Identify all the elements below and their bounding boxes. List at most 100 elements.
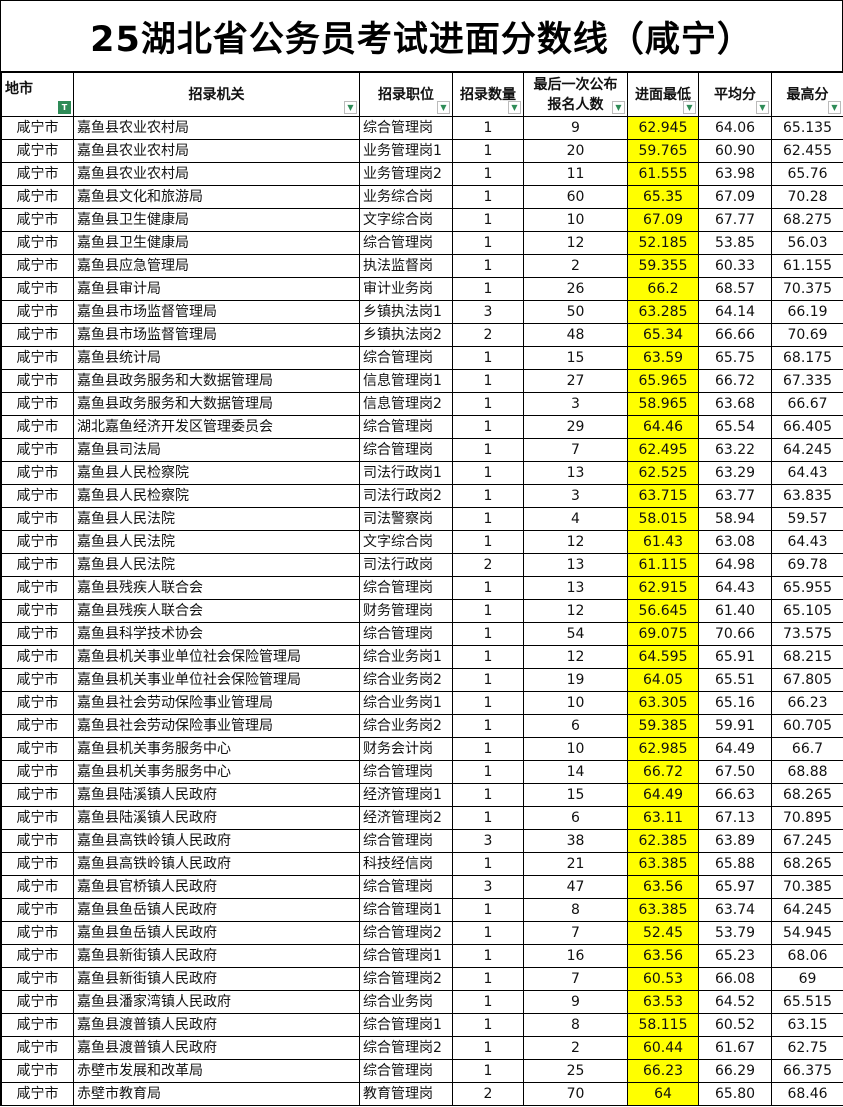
cell-city[interactable]: 咸宁市 [1, 553, 74, 577]
cell-quota[interactable]: 1 [452, 599, 524, 623]
cell-avg-score[interactable]: 60.33 [698, 254, 772, 278]
cell-max-score[interactable]: 66.23 [771, 691, 843, 715]
cell-applicants[interactable]: 15 [523, 783, 628, 807]
cell-agency[interactable]: 嘉鱼县人民检察院 [73, 461, 360, 485]
cell-agency[interactable]: 赤壁市教育局 [73, 1082, 360, 1106]
cell-city[interactable]: 咸宁市 [1, 806, 74, 830]
cell-agency[interactable]: 嘉鱼县高铁岭镇人民政府 [73, 829, 360, 853]
cell-quota[interactable]: 1 [452, 277, 524, 301]
cell-city[interactable]: 咸宁市 [1, 599, 74, 623]
cell-min-score[interactable]: 52.185 [627, 231, 699, 255]
cell-city[interactable]: 咸宁市 [1, 944, 74, 968]
cell-quota[interactable]: 1 [452, 852, 524, 876]
cell-city[interactable]: 咸宁市 [1, 714, 74, 738]
cell-max-score[interactable]: 66.67 [771, 392, 843, 416]
cell-position[interactable]: 综合业务岗1 [359, 645, 453, 669]
cell-min-score[interactable]: 63.56 [627, 875, 699, 899]
cell-min-score[interactable]: 66.2 [627, 277, 699, 301]
cell-city[interactable]: 咸宁市 [1, 921, 74, 945]
cell-min-score[interactable]: 64.595 [627, 645, 699, 669]
cell-position[interactable]: 综合管理岗 [359, 346, 453, 370]
cell-applicants[interactable]: 9 [523, 116, 628, 140]
cell-max-score[interactable]: 70.385 [771, 875, 843, 899]
cell-min-score[interactable]: 63.715 [627, 484, 699, 508]
cell-avg-score[interactable]: 66.63 [698, 783, 772, 807]
cell-agency[interactable]: 嘉鱼县机关事务服务中心 [73, 737, 360, 761]
cell-quota[interactable]: 1 [452, 392, 524, 416]
cell-applicants[interactable]: 12 [523, 231, 628, 255]
cell-avg-score[interactable]: 61.40 [698, 599, 772, 623]
cell-city[interactable]: 咸宁市 [1, 323, 74, 347]
cell-city[interactable]: 咸宁市 [1, 783, 74, 807]
cell-avg-score[interactable]: 65.91 [698, 645, 772, 669]
cell-avg-score[interactable]: 63.98 [698, 162, 772, 186]
cell-min-score[interactable]: 62.385 [627, 829, 699, 853]
cell-agency[interactable]: 嘉鱼县潘家湾镇人民政府 [73, 990, 360, 1014]
cell-applicants[interactable]: 13 [523, 576, 628, 600]
cell-city[interactable]: 咸宁市 [1, 392, 74, 416]
cell-position[interactable]: 综合管理岗1 [359, 1013, 453, 1037]
cell-city[interactable]: 咸宁市 [1, 875, 74, 899]
cell-max-score[interactable]: 59.57 [771, 507, 843, 531]
cell-avg-score[interactable]: 63.29 [698, 461, 772, 485]
cell-position[interactable]: 综合业务岗2 [359, 668, 453, 692]
cell-position[interactable]: 综合管理岗 [359, 116, 453, 140]
cell-applicants[interactable]: 6 [523, 806, 628, 830]
cell-max-score[interactable]: 67.245 [771, 829, 843, 853]
cell-max-score[interactable]: 64.245 [771, 898, 843, 922]
cell-quota[interactable]: 1 [452, 438, 524, 462]
cell-position[interactable]: 综合管理岗 [359, 415, 453, 439]
cell-min-score[interactable]: 61.115 [627, 553, 699, 577]
cell-max-score[interactable]: 68.265 [771, 783, 843, 807]
cell-position[interactable]: 综合管理岗2 [359, 921, 453, 945]
cell-city[interactable]: 咸宁市 [1, 116, 74, 140]
filter-dropdown-icon[interactable]: ▼ [756, 101, 769, 114]
cell-avg-score[interactable]: 63.74 [698, 898, 772, 922]
cell-applicants[interactable]: 13 [523, 461, 628, 485]
cell-quota[interactable]: 1 [452, 737, 524, 761]
cell-city[interactable]: 咸宁市 [1, 507, 74, 531]
cell-quota[interactable]: 1 [452, 898, 524, 922]
cell-max-score[interactable]: 65.135 [771, 116, 843, 140]
cell-max-score[interactable]: 67.805 [771, 668, 843, 692]
cell-position[interactable]: 文字综合岗 [359, 530, 453, 554]
cell-agency[interactable]: 嘉鱼县陆溪镇人民政府 [73, 783, 360, 807]
cell-applicants[interactable]: 6 [523, 714, 628, 738]
cell-agency[interactable]: 嘉鱼县卫生健康局 [73, 231, 360, 255]
cell-quota[interactable]: 1 [452, 484, 524, 508]
cell-max-score[interactable]: 68.06 [771, 944, 843, 968]
cell-max-score[interactable]: 70.69 [771, 323, 843, 347]
cell-quota[interactable]: 1 [452, 645, 524, 669]
cell-applicants[interactable]: 9 [523, 990, 628, 1014]
cell-position[interactable]: 执法监督岗 [359, 254, 453, 278]
cell-applicants[interactable]: 47 [523, 875, 628, 899]
cell-position[interactable]: 信息管理岗1 [359, 369, 453, 393]
cell-quota[interactable]: 1 [452, 139, 524, 163]
cell-position[interactable]: 综合管理岗 [359, 622, 453, 646]
cell-min-score[interactable]: 65.34 [627, 323, 699, 347]
cell-position[interactable]: 综合管理岗 [359, 875, 453, 899]
cell-quota[interactable]: 1 [452, 783, 524, 807]
cell-agency[interactable]: 嘉鱼县鱼岳镇人民政府 [73, 898, 360, 922]
cell-min-score[interactable]: 66.72 [627, 760, 699, 784]
cell-applicants[interactable]: 54 [523, 622, 628, 646]
cell-agency[interactable]: 嘉鱼县新街镇人民政府 [73, 967, 360, 991]
cell-avg-score[interactable]: 63.68 [698, 392, 772, 416]
cell-max-score[interactable]: 61.155 [771, 254, 843, 278]
cell-position[interactable]: 业务管理岗2 [359, 162, 453, 186]
cell-city[interactable]: 咸宁市 [1, 162, 74, 186]
cell-applicants[interactable]: 4 [523, 507, 628, 531]
cell-city[interactable]: 咸宁市 [1, 576, 74, 600]
cell-quota[interactable]: 1 [452, 760, 524, 784]
cell-min-score[interactable]: 59.385 [627, 714, 699, 738]
cell-max-score[interactable]: 54.945 [771, 921, 843, 945]
cell-city[interactable]: 咸宁市 [1, 737, 74, 761]
cell-position[interactable]: 综合管理岗 [359, 760, 453, 784]
cell-position[interactable]: 乡镇执法岗2 [359, 323, 453, 347]
cell-max-score[interactable]: 65.76 [771, 162, 843, 186]
cell-agency[interactable]: 嘉鱼县人民法院 [73, 553, 360, 577]
cell-city[interactable]: 咸宁市 [1, 231, 74, 255]
cell-avg-score[interactable]: 60.90 [698, 139, 772, 163]
filter-active-icon[interactable]: T [58, 101, 71, 114]
cell-min-score[interactable]: 64.46 [627, 415, 699, 439]
